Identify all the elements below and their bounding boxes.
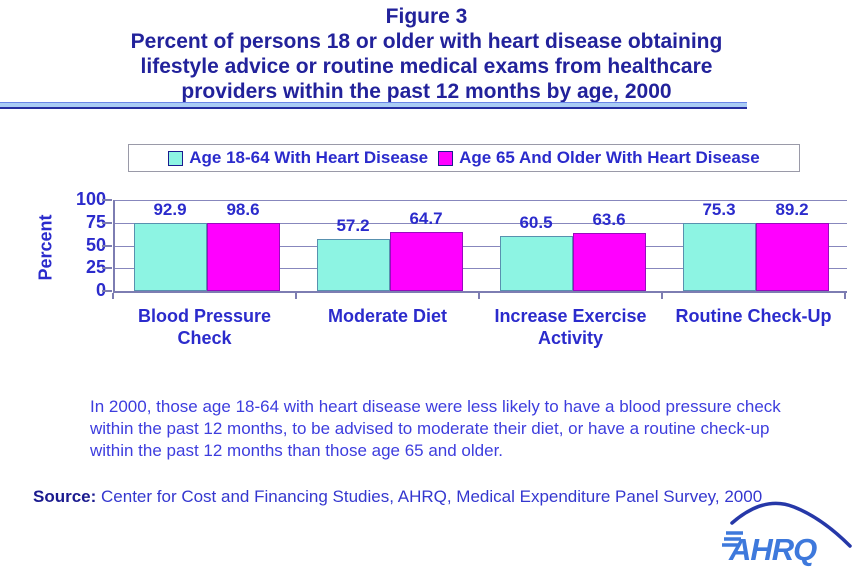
figure-title-line-3: providers within the past 12 months by a… [181, 80, 672, 103]
bar-column: 57.2 [316, 200, 390, 291]
bar-group: 60.5 63.6 [481, 200, 664, 291]
gridline [115, 245, 847, 247]
y-axis-title: Percent [35, 214, 56, 281]
bar-value-label: 64.7 [409, 209, 443, 229]
figure-title: Figure 3 Percent of persons 18 or older … [0, 4, 853, 104]
x-category-label: Routine Check-Up [675, 306, 832, 326]
bar-column: 89.2 [755, 200, 829, 291]
source-label: Source: [33, 487, 97, 506]
x-tick-mark [478, 293, 480, 299]
x-category-label: Increase Exercise Activity [494, 306, 647, 348]
ahrq-logo-text: AHRQ [728, 532, 817, 567]
bar [499, 235, 573, 291]
bar-column: 64.7 [389, 200, 463, 291]
bar-column: 60.5 [499, 200, 573, 291]
title-divider-rule [0, 102, 747, 109]
gridline [115, 268, 847, 270]
gridline [115, 222, 847, 224]
figure-number: Figure 3 [385, 5, 468, 28]
y-tick-mark [102, 290, 112, 292]
x-tick-mark [295, 293, 297, 299]
legend-swatch-magenta [438, 150, 454, 166]
x-category-label: Blood Pressure Check [137, 306, 272, 348]
ahrq-logo-speed-lines [722, 531, 743, 547]
legend-swatch-cyan [168, 150, 184, 166]
ahrq-logo-swoosh [730, 501, 852, 548]
bar-column: 92.9 [133, 200, 207, 291]
legend-item-age-65-older: Age 65 And Older With Heart Disease [438, 148, 760, 168]
bar [682, 223, 756, 291]
y-tick-mark [102, 244, 112, 247]
y-tick-mark [102, 267, 112, 270]
y-tick-label: 0 [95, 280, 106, 300]
bar [755, 223, 829, 291]
x-tick-mark [661, 293, 663, 299]
ahrq-logo: AHRQ [722, 501, 852, 567]
legend-label: Age 18-64 With Heart Disease [189, 148, 429, 167]
bar-value-label: 98.6 [226, 200, 260, 219]
x-tick-mark [112, 293, 114, 299]
y-tick-mark [102, 199, 112, 201]
bar-value-label: 57.2 [336, 215, 370, 235]
source-text: Center for Cost and Financing Studies, A… [96, 487, 763, 506]
bar [133, 223, 207, 291]
figure-title-line-1: Percent of persons 18 or older with hear… [130, 30, 723, 53]
bar-value-label: 63.6 [592, 210, 626, 230]
bar-value-label: 92.9 [153, 200, 187, 219]
x-category-label: Moderate Diet [327, 306, 448, 326]
y-tick-label: 25 [85, 257, 106, 278]
gridline [115, 200, 847, 201]
y-tick-label: 100 [75, 189, 106, 209]
bar-chart-plot-area: 92.9 98.6 57.2 64.7 60.5 63.6 75.3 89.2 [113, 200, 847, 293]
bar-column: 63.6 [572, 200, 646, 291]
bar-value-label: 89.2 [775, 200, 809, 219]
x-tick-mark [844, 293, 846, 299]
bar-group: 57.2 64.7 [298, 200, 481, 291]
bar-group: 75.3 89.2 [664, 200, 847, 291]
y-tick-mark [102, 221, 112, 224]
figure-title-line-2: lifestyle advice or routine medical exam… [140, 55, 713, 78]
bar [206, 223, 280, 291]
bar-column: 75.3 [682, 200, 756, 291]
legend-label: Age 65 And Older With Heart Disease [459, 148, 760, 167]
bar-value-label: 75.3 [702, 200, 736, 219]
bar-column: 98.6 [206, 200, 280, 291]
legend-item-age-18-64: Age 18-64 With Heart Disease [168, 148, 428, 168]
bar-group: 92.9 98.6 [115, 200, 298, 291]
bar [389, 232, 463, 291]
source-line: Source: Center for Cost and Financing St… [33, 487, 762, 507]
chart-legend: Age 18-64 With Heart Disease Age 65 And … [128, 144, 800, 172]
bar-value-label: 60.5 [519, 212, 553, 232]
y-tick-label: 50 [85, 234, 106, 255]
bar [572, 233, 646, 291]
y-tick-label: 75 [85, 211, 106, 232]
bar [316, 238, 390, 291]
chart-summary-text: In 2000, those age 18-64 with heart dise… [90, 397, 781, 460]
